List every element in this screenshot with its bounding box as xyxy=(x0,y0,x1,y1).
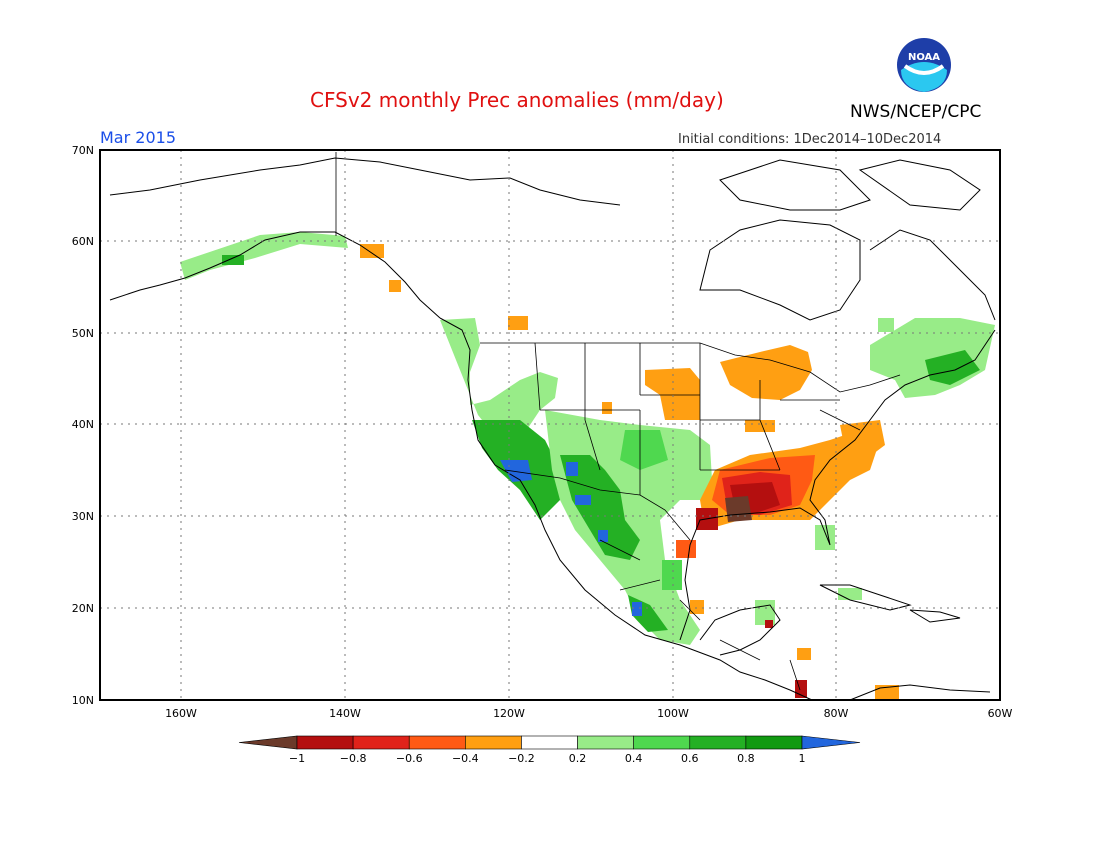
anomaly-patch xyxy=(632,602,642,616)
map-frame xyxy=(99,149,1001,701)
anomaly-patch xyxy=(725,496,752,522)
colorbar-legend: −1 −0.8 −0.6 −0.4 −0.2 0.2 0.4 0.6 0.8 1 xyxy=(238,735,861,765)
state-lines xyxy=(534,342,861,495)
anomaly-patch xyxy=(360,244,384,258)
border-us-canada xyxy=(480,342,901,393)
colorbar-segment xyxy=(352,735,410,750)
anomaly-patch xyxy=(500,460,532,482)
lon-label: 140W xyxy=(329,707,361,720)
anomaly-patch xyxy=(925,350,980,385)
latitude-labels: 70N 60N 50N 40N 30N 20N 10N xyxy=(72,144,94,707)
lon-label: 100W xyxy=(657,707,689,720)
anomaly-patch xyxy=(676,540,696,558)
colorbar-label: 0.6 xyxy=(681,752,699,765)
coastline-cuba xyxy=(819,584,912,611)
colorbar-segment xyxy=(577,735,634,750)
noaa-logo-icon: NOAA xyxy=(897,38,951,92)
colorbar-label: −1 xyxy=(289,752,305,765)
colorbar-segment xyxy=(465,735,522,750)
anomaly-patch xyxy=(508,316,528,330)
anomaly-patch xyxy=(875,685,899,699)
colorbar-label: 0.4 xyxy=(625,752,643,765)
coastline-gulf xyxy=(679,329,996,641)
anomaly-patch xyxy=(440,318,558,430)
colorbar-segment xyxy=(296,735,354,750)
coastline-alaska xyxy=(109,231,441,319)
anomaly-patch xyxy=(602,402,612,414)
anomaly-patch xyxy=(840,420,885,460)
lon-label: 80W xyxy=(824,707,849,720)
colorbar-segment xyxy=(633,735,691,750)
map-title: CFSv2 monthly Prec anomalies (mm/day) xyxy=(310,88,724,112)
forecast-month-label: Mar 2015 xyxy=(100,128,176,147)
anomaly-patch xyxy=(765,620,773,628)
coastline-arctic-islands xyxy=(719,159,871,211)
colorbar-segment xyxy=(521,735,578,750)
colorbar-label: −0.8 xyxy=(340,752,367,765)
anomaly-patch xyxy=(598,530,608,542)
coastline-arctic-islands-2 xyxy=(858,159,981,211)
border-us-mexico xyxy=(504,469,691,541)
lon-label: 160W xyxy=(165,707,197,720)
colorbar-min-arrow xyxy=(238,735,298,750)
lon-label: 60W xyxy=(988,707,1013,720)
anomaly-patch xyxy=(662,560,682,590)
anomaly-patch xyxy=(620,430,668,470)
colorbar-label: 0.2 xyxy=(569,752,587,765)
coastline-arctic xyxy=(109,157,621,206)
anomaly-patch xyxy=(690,600,704,614)
colorbar-label: −0.6 xyxy=(396,752,423,765)
lon-label: 120W xyxy=(493,707,525,720)
anomaly-patch xyxy=(560,455,640,560)
lat-label: 70N xyxy=(72,144,94,157)
colorbar-label: −0.4 xyxy=(452,752,479,765)
anomaly-patch xyxy=(575,495,591,505)
anomaly-patch xyxy=(797,648,811,660)
coastline-labrador xyxy=(869,229,996,321)
anomaly-patch xyxy=(838,588,862,600)
logo-text: NOAA xyxy=(908,52,940,63)
anomaly-patch xyxy=(180,232,348,280)
colorbar-segment xyxy=(745,735,803,750)
colorbar-label: −0.2 xyxy=(508,752,535,765)
coastline-yucatan xyxy=(699,604,781,656)
colorbar-label: 1 xyxy=(799,752,806,765)
initial-conditions-label: Initial conditions: 1Dec2014–10Dec2014 xyxy=(678,132,942,147)
anomaly-patch xyxy=(566,462,578,476)
anomaly-patch xyxy=(878,318,894,332)
lat-label: 30N xyxy=(72,510,94,523)
anomaly-patch xyxy=(645,368,700,420)
colorbar-max-arrow xyxy=(801,735,861,750)
colorbar-segment xyxy=(408,735,466,750)
colorbar-label: 0.8 xyxy=(737,752,755,765)
lat-label: 40N xyxy=(72,418,94,431)
coastlines xyxy=(109,157,996,701)
coastline-west xyxy=(439,317,813,701)
agency-label: NWS/NCEP/CPC xyxy=(850,102,982,122)
lat-label: 50N xyxy=(72,327,94,340)
anomaly-patch xyxy=(389,280,401,292)
anomaly-patch xyxy=(815,525,835,550)
anomaly-patch xyxy=(720,345,812,400)
graticule xyxy=(100,150,1000,700)
lat-label: 10N xyxy=(72,694,94,707)
coastline-hudson xyxy=(699,219,861,321)
mexico-states xyxy=(599,539,801,691)
borders xyxy=(335,152,901,691)
lat-label: 60N xyxy=(72,235,94,248)
anomaly-fields xyxy=(180,232,995,699)
anomaly-patch xyxy=(222,255,244,265)
longitude-labels: 160W 140W 120W 100W 80W 60W xyxy=(165,707,1012,720)
coastline-hispaniola xyxy=(909,609,961,623)
lat-label: 20N xyxy=(72,602,94,615)
coastline-south-america xyxy=(849,684,991,701)
anomaly-patch xyxy=(745,420,775,432)
colorbar-segment xyxy=(689,735,747,750)
